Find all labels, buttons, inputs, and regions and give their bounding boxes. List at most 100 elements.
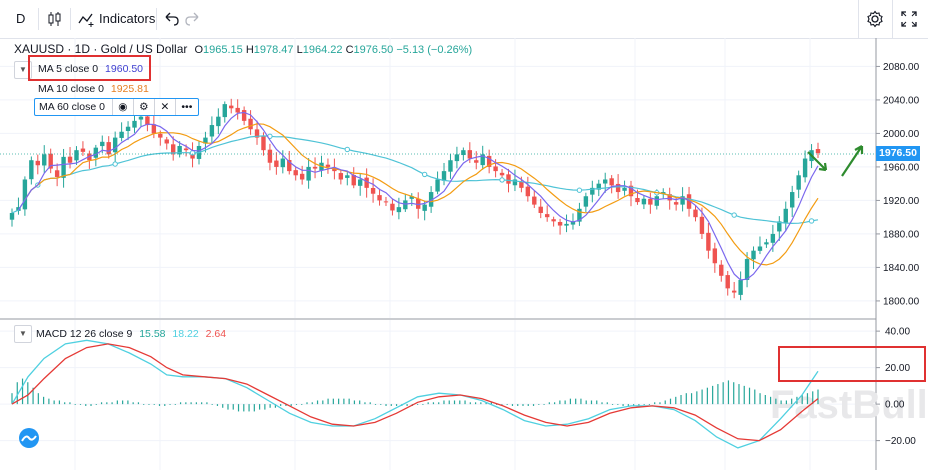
macd-histogram-bar	[132, 402, 134, 405]
macd-histogram-bar	[53, 400, 55, 405]
indicators-icon[interactable]	[78, 10, 96, 28]
macd-histogram-bar	[596, 400, 598, 405]
candle-body	[564, 223, 569, 226]
candle-body	[158, 133, 163, 138]
candle-body	[699, 216, 705, 234]
watermark: FastBull	[770, 383, 928, 427]
candle-body	[299, 173, 305, 180]
candle-body	[306, 166, 311, 181]
collapse-macd-legend-button[interactable]: ▼	[14, 325, 32, 343]
ma10-legend[interactable]: MA 10 close 0 1925.81	[38, 83, 149, 95]
symbol-title[interactable]: XAUUSD · 1D · Gold / US Dollar	[14, 42, 188, 56]
macd-histogram-bar	[32, 387, 34, 405]
candle-body	[448, 160, 453, 172]
macd-histogram-bar	[464, 400, 466, 405]
candlestick-series	[9, 98, 821, 301]
candle-body	[441, 171, 447, 181]
candle-body	[770, 233, 776, 243]
candle-body	[274, 160, 279, 167]
undo-icon[interactable]	[162, 10, 180, 28]
macd-histogram-bar	[754, 389, 756, 405]
candle-body	[177, 145, 182, 155]
macd-histogram-bar	[95, 404, 97, 405]
candle-body	[377, 195, 382, 201]
price-tick-label: 1840.00	[883, 263, 920, 274]
gear-icon[interactable]: ⚙	[132, 99, 154, 115]
candle-body	[241, 110, 247, 121]
candle-body	[706, 232, 711, 251]
candle-body	[29, 160, 34, 180]
macd-histogram-bar	[675, 396, 677, 405]
candle-body	[570, 221, 576, 225]
candle-body	[719, 264, 724, 276]
macd-tick-label: 40.00	[885, 327, 910, 338]
ma60-point	[731, 212, 737, 218]
macd-histogram-bar	[543, 404, 545, 405]
macd-histogram-bar	[490, 402, 492, 405]
indicators-button[interactable]: Indicators	[99, 11, 156, 26]
macd-histogram-bar	[638, 404, 640, 406]
more-icon[interactable]: •••	[174, 99, 198, 115]
macd-legend[interactable]: MACD 12 26 close 9 15.58 18.22 2.64	[36, 328, 227, 340]
ohlc-values: O1965.15 H1978.47 L1964.22 C1976.50 −5.1…	[194, 44, 473, 56]
candle-body	[370, 187, 376, 194]
tradingview-logo-icon[interactable]	[16, 428, 42, 448]
macd-histogram-bar	[169, 404, 171, 405]
ma5-legend[interactable]: MA 5 close 0 1960.50	[38, 63, 144, 75]
macd-histogram-bar	[496, 404, 498, 405]
candle-body	[35, 160, 40, 166]
macd-histogram-bar	[137, 402, 140, 405]
macd-histogram	[11, 378, 819, 412]
ma60-point	[808, 218, 815, 224]
macd-histogram-bar	[706, 387, 708, 405]
candle-body	[222, 104, 227, 118]
down-arrow-annotation	[807, 151, 828, 172]
collapse-legend-button[interactable]: ▼	[14, 61, 32, 79]
redo-icon[interactable]	[184, 10, 202, 28]
candle-body	[680, 196, 685, 205]
candle-body	[486, 155, 492, 167]
macd-histogram-bar	[417, 404, 419, 405]
candles-icon[interactable]	[46, 10, 64, 28]
macd-histogram-bar	[722, 382, 724, 405]
macd-histogram-bar	[469, 402, 471, 405]
macd-histogram-bar	[812, 391, 814, 405]
macd-histogram-bar	[759, 393, 761, 405]
top-toolbar: D Indicators	[0, 0, 928, 39]
macd-histogram-bar	[311, 402, 313, 405]
fullscreen-icon[interactable]	[900, 10, 918, 28]
interval-button[interactable]: D	[16, 11, 26, 26]
macd-histogram-bar	[432, 402, 435, 405]
macd-histogram-bar	[21, 378, 24, 405]
macd-histogram-bar	[274, 404, 276, 408]
toolbar-divider	[892, 0, 893, 38]
candle-body	[145, 116, 150, 126]
settings-gear-icon[interactable]	[866, 10, 884, 28]
candle-body	[480, 154, 485, 166]
candle-body	[744, 259, 750, 280]
macd-histogram-bar	[48, 398, 50, 405]
eye-icon[interactable]: ◉	[111, 99, 133, 115]
macd-histogram-bar	[216, 404, 219, 406]
macd-histogram-bar	[227, 404, 229, 410]
macd-histogram-bar	[190, 402, 192, 405]
candle-body	[615, 183, 621, 193]
macd-histogram-bar	[785, 400, 787, 405]
macd-histogram-bar	[69, 402, 71, 405]
macd-histogram-bar	[554, 402, 556, 405]
macd-histogram-bar	[791, 398, 793, 405]
ma60-legend[interactable]: MA 60 close 0 ◉ ⚙ ✕ •••	[34, 98, 199, 116]
macd-histogram-bar	[243, 404, 245, 412]
candle-body	[235, 107, 240, 113]
candle-body	[48, 153, 53, 169]
macd-histogram-bar	[306, 402, 308, 405]
macd-histogram-bar	[438, 402, 440, 405]
macd-histogram-bar	[11, 393, 13, 405]
candle-body	[93, 147, 99, 158]
macd-histogram-bar	[185, 402, 187, 405]
macd-histogram-bar	[369, 402, 371, 405]
close-icon[interactable]: ✕	[153, 99, 175, 115]
candle-body	[538, 206, 543, 213]
macd-histogram-bar	[327, 398, 329, 405]
